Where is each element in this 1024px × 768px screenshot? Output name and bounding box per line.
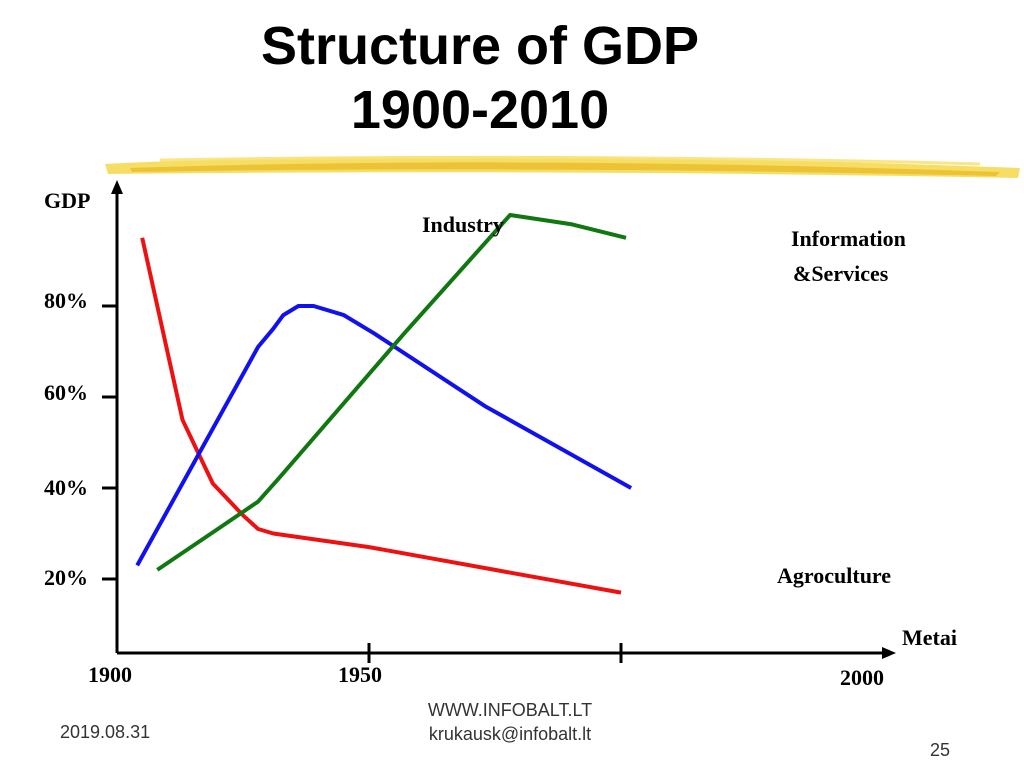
footer-website: WWW.INFOBALT.LT [427,700,593,720]
page-number: 25 [930,740,951,760]
x-tick-label-1950: 1950 [338,662,382,687]
axis-labels: GDP Metai [44,188,957,650]
y-axis-arrow [111,180,123,194]
y-tick-labels: 20% 40% 60% 80% [44,288,88,590]
x-tick-label-2000: 2000 [840,665,884,690]
footer-email: krukausk@infobalt.lt [428,724,592,744]
x-tick-marks [367,643,623,663]
decorative-swoosh [105,155,1020,178]
series-lines [135,213,633,595]
x-axis-label: Metai [902,625,957,650]
series-line-information-services [156,213,627,572]
series-line-industry [135,304,633,567]
y-tick-label-80: 80% [44,288,88,313]
title-line-1: Structure of GDP [260,16,700,76]
series-label-information: Information [791,226,906,251]
y-tick-marks [102,304,117,581]
footer-date: 2019.08.31 [60,722,151,742]
series-line-agroculture [140,237,622,595]
slide-title: Structure of GDP 1900-2010 [0,14,960,142]
series-label-agroculture: Agroculture [777,563,891,588]
y-tick-label-40: 40% [44,475,88,500]
x-tick-label-1900: 1900 [88,662,132,687]
x-tick-labels: 1900 1950 2000 [88,662,884,690]
y-tick-label-60: 60% [44,380,88,405]
series-label-industry: Industry [422,212,504,237]
footer-contact: WWW.INFOBALT.LT krukausk@infobalt.lt [410,698,610,746]
series-labels: Industry Information &Services Agrocultu… [422,212,906,588]
axes [111,180,896,659]
y-tick-label-20: 20% [44,565,88,590]
x-axis-arrow [882,647,896,659]
y-axis-label: GDP [44,188,90,213]
title-line-2: 1900-2010 [350,80,610,140]
series-label-services: &Services [793,261,889,286]
